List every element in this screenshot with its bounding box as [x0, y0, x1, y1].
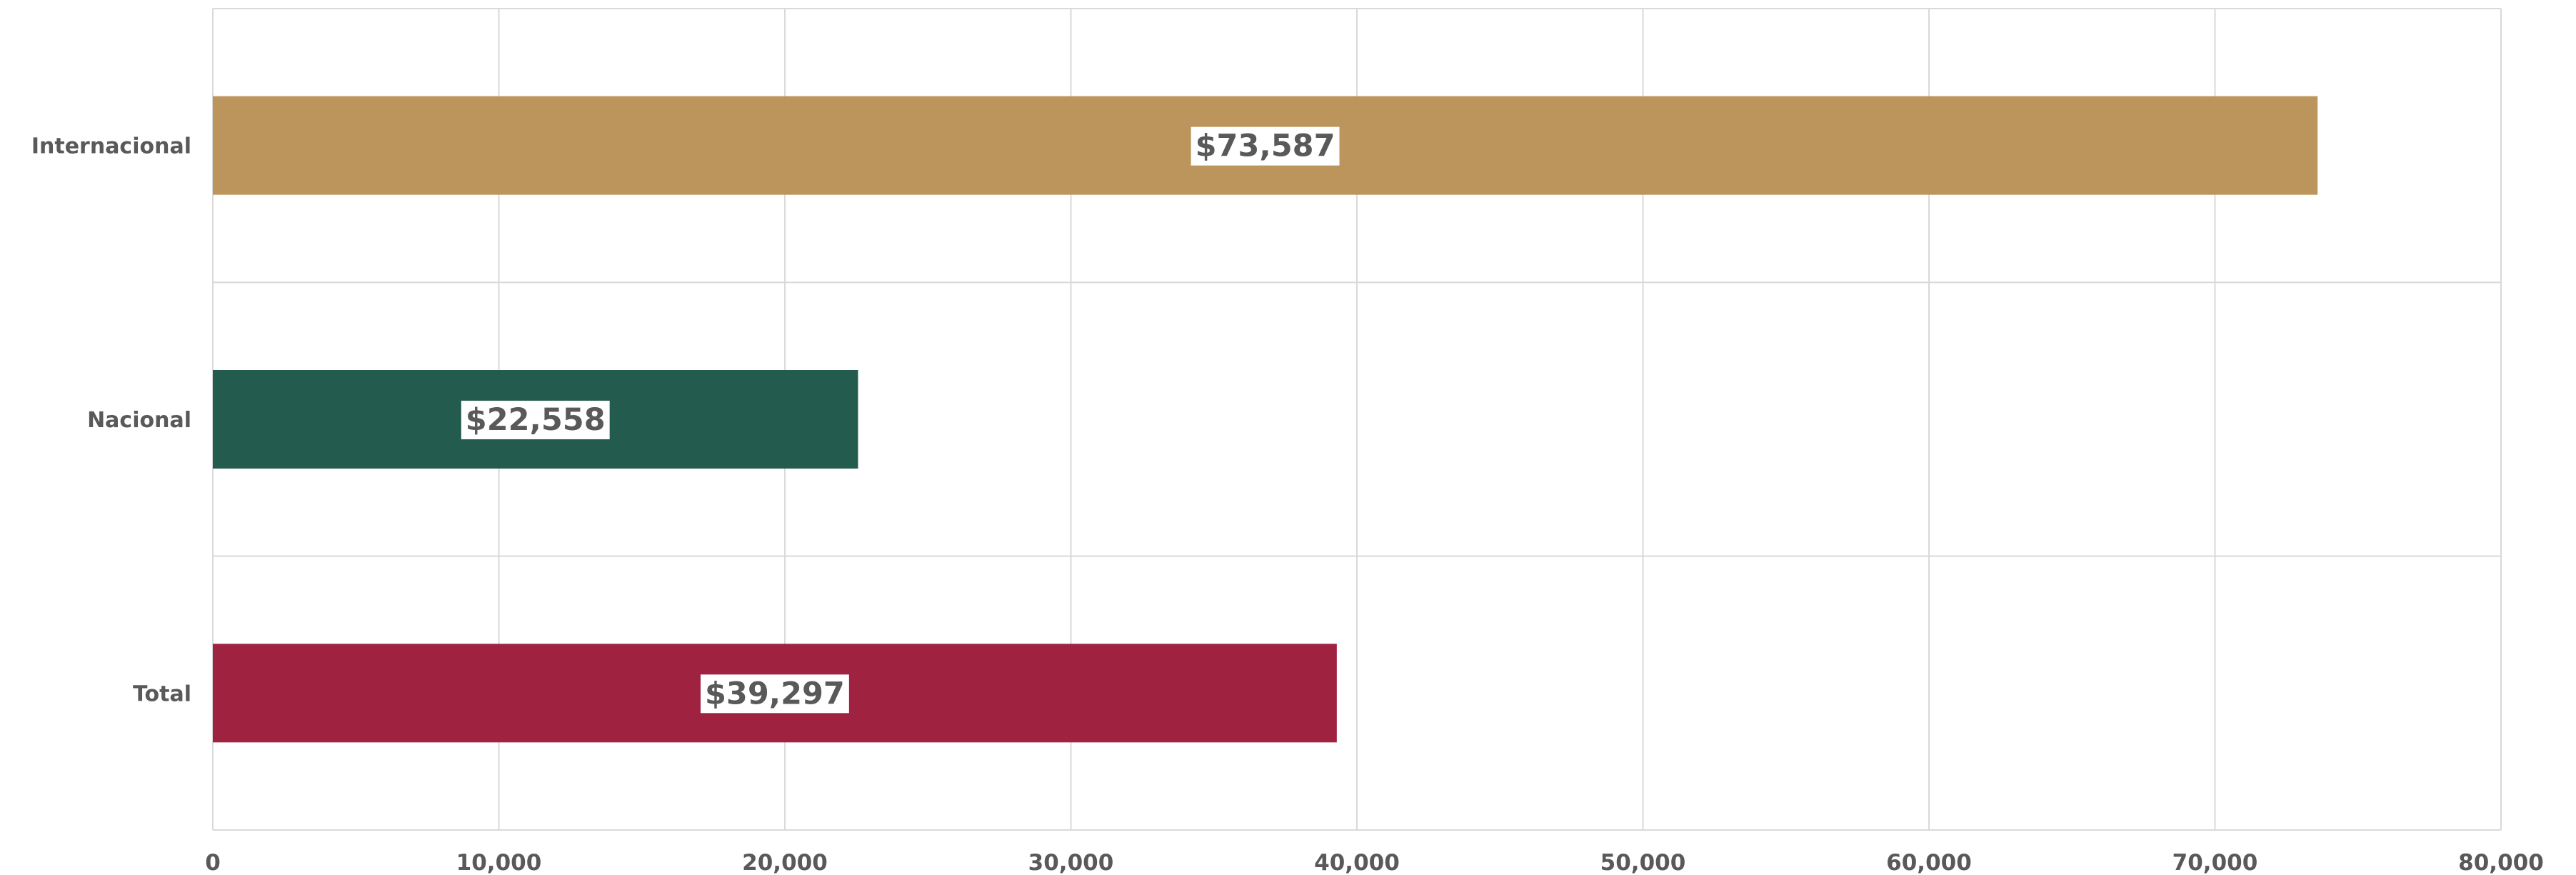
- data-label: $22,558: [466, 402, 606, 438]
- x-tick-label: 20,000: [742, 850, 828, 875]
- data-label-background: [461, 401, 610, 439]
- category-label: Internacional: [31, 134, 191, 159]
- category-labels: Internacional Nacional Total: [31, 134, 191, 707]
- x-tick-label: 60,000: [1886, 850, 1972, 875]
- x-tick-label: 80,000: [2458, 850, 2544, 875]
- data-label: $73,587: [1196, 129, 1335, 164]
- x-tick-label: 70,000: [2172, 850, 2258, 875]
- data-label: $39,297: [705, 676, 845, 711]
- category-label: Nacional: [87, 408, 191, 433]
- x-tick-label: 40,000: [1314, 850, 1400, 875]
- x-tick-label: 10,000: [456, 850, 542, 875]
- x-axis-tick-labels: 0 10,000 20,000 30,000 40,000 50,000 60,000 70,…: [205, 850, 2544, 875]
- x-tick-label: 30,000: [1028, 850, 1114, 875]
- x-tick-label: 50,000: [1600, 850, 1686, 875]
- data-label-background: [700, 674, 849, 714]
- data-labels: $73,587 $22,558 $39,297: [461, 126, 1340, 714]
- category-label: Total: [133, 681, 191, 706]
- x-tick-label: 0: [205, 850, 221, 875]
- data-label-background: [1191, 126, 1340, 166]
